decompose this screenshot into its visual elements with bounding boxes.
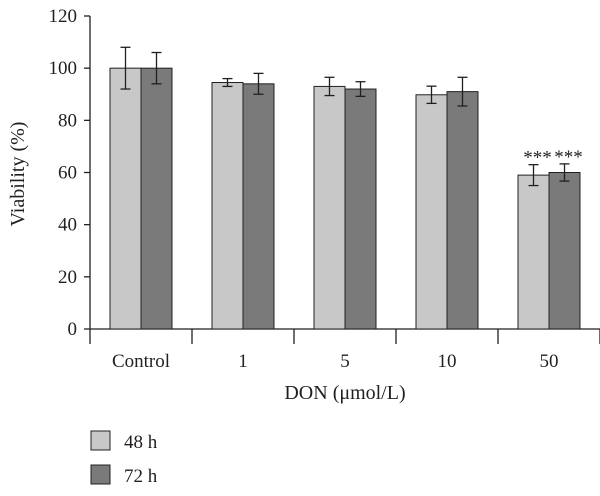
- legend-swatch-72h: [90, 464, 111, 485]
- significance-marker: ***: [523, 148, 552, 169]
- y-axis-label: Viability (%): [7, 122, 29, 227]
- y-tick-label: 0: [68, 319, 78, 340]
- bar-72h-Control: [140, 67, 173, 330]
- y-tick-label: 120: [49, 6, 78, 27]
- y-tick-label: 80: [58, 110, 77, 131]
- bar-72h-5: [344, 88, 377, 330]
- legend: 48 h 72 h: [90, 430, 158, 487]
- x-tick-label: 50: [540, 351, 559, 372]
- x-axis-label: DON (μmol/L): [284, 382, 405, 404]
- bar-72h-1: [242, 83, 275, 330]
- bar-48h-5: [313, 85, 346, 330]
- plot-area: 0 20 40 60 80 100 120 Control 1 5 10 50 *** ***: [49, 6, 600, 372]
- bar-48h-Control: [109, 67, 142, 330]
- bar-72h-10: [446, 91, 479, 330]
- y-tick-label: 100: [49, 58, 78, 79]
- x-tick-label: Control: [112, 351, 170, 372]
- significance-marker: ***: [554, 147, 583, 168]
- legend-swatch-48h: [90, 430, 111, 451]
- x-tick-label: 10: [438, 351, 457, 372]
- x-tick-label: 1: [238, 351, 248, 372]
- y-tick-label: 40: [58, 215, 77, 236]
- legend-label: 72 h: [124, 466, 158, 487]
- y-tick-label: 20: [58, 267, 77, 288]
- bar-48h-1: [211, 82, 244, 330]
- legend-label: 48 h: [124, 432, 158, 453]
- bar-48h-50: [517, 174, 550, 330]
- bar-72h-50: [548, 172, 581, 330]
- x-tick-label: 5: [340, 351, 350, 372]
- y-tick-label: 60: [58, 163, 77, 184]
- bar-48h-10: [415, 94, 448, 330]
